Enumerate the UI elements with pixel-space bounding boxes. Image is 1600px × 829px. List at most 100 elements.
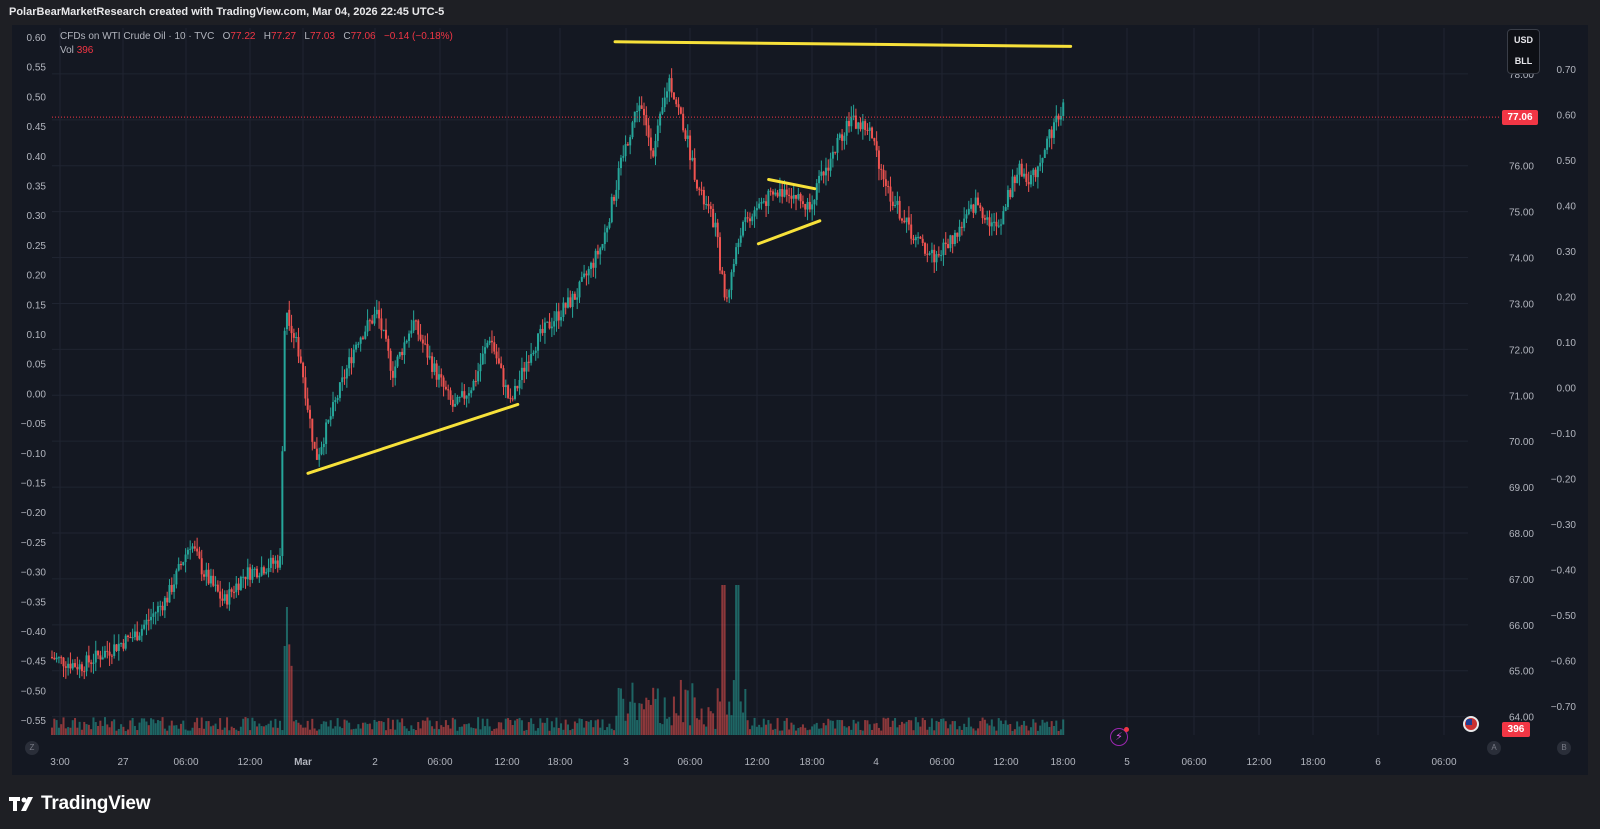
tradingview-logo-icon [9, 797, 33, 811]
volume-bar [437, 729, 440, 735]
candle-body [140, 628, 143, 636]
volume-bar [550, 721, 553, 735]
candle-body [866, 129, 869, 131]
volume-bar [115, 730, 118, 735]
candle-body [83, 671, 86, 673]
volume-bar [435, 721, 438, 735]
candle-body [507, 385, 510, 398]
volume-bar [467, 723, 470, 735]
volume-bar [154, 723, 157, 735]
trendlines [306, 40, 1073, 475]
candle-body [147, 619, 150, 621]
price-chart[interactable]: 0.60 0.55 0.50 0.45 0.40 0.35 0.30 0.25 0.20 0.15… [0, 0, 1600, 777]
price-axis-label: 76.00 [1509, 162, 1534, 173]
volume-bar [944, 721, 947, 735]
volume-bar [675, 713, 678, 735]
volume-bar [778, 730, 781, 735]
candle-body [716, 222, 719, 238]
left-axis-label: 0.05 [27, 360, 47, 371]
unit-button[interactable]: BLL [1514, 56, 1533, 66]
candle-body [71, 663, 74, 669]
volume-bar [758, 724, 761, 735]
candle-body [387, 338, 390, 351]
candle-body [606, 227, 609, 233]
lightning-icon[interactable]: ⚡ [1110, 727, 1129, 746]
volume-bar [272, 727, 275, 735]
volume-bar [186, 730, 189, 735]
candle-body [256, 568, 259, 578]
candle-body [267, 567, 270, 573]
volume-bar [170, 720, 173, 735]
candle-body [944, 242, 947, 245]
candle-body [970, 204, 973, 209]
candle-body [433, 363, 436, 372]
candle-body [106, 650, 109, 652]
volume-bar [603, 730, 606, 735]
candle-body [912, 238, 915, 241]
candle-body [619, 157, 622, 169]
left-axis-label: −0.40 [21, 627, 47, 638]
candle-body [659, 113, 662, 126]
volume-bar [580, 719, 583, 735]
volume-bar [652, 687, 655, 735]
volume-bar [845, 727, 848, 735]
volume-bar [216, 729, 219, 735]
volume-bar [361, 722, 364, 735]
candle-body [274, 560, 277, 564]
right-axis-label: −0.20 [1551, 475, 1577, 486]
volume-bar [306, 720, 309, 735]
candle-body [371, 320, 374, 324]
volume-bar [801, 724, 804, 735]
close-value: 77.06 [350, 31, 376, 42]
volume-bar [329, 720, 332, 735]
currency-button[interactable]: USD [1513, 35, 1533, 45]
us-flag-icon[interactable] [1463, 716, 1479, 732]
volume-bar [613, 730, 616, 735]
candle-body [546, 321, 549, 323]
price-axis-label: 71.00 [1509, 391, 1534, 402]
candle-body [1039, 162, 1042, 167]
volume-bar [928, 726, 931, 735]
volume-bar [143, 718, 146, 735]
volume-bar [472, 728, 475, 735]
candle-body [1000, 224, 1003, 226]
tradingview-logo[interactable]: TradingView [9, 793, 151, 815]
candle-body [988, 217, 991, 227]
candle-body [133, 631, 136, 638]
candle-body [675, 99, 678, 105]
candle-body [585, 273, 588, 276]
auto-zoom-button[interactable]: Z [25, 741, 39, 755]
candle-body [355, 344, 358, 350]
candle-body [926, 253, 929, 255]
volume-bar [133, 725, 136, 735]
candle-body [804, 203, 807, 210]
candle-body [315, 448, 318, 460]
candle-body [163, 597, 166, 611]
volume-bar [541, 722, 544, 735]
volume-bar [129, 720, 132, 735]
time-tick-label: 06:00 [929, 757, 954, 768]
candle-body [97, 650, 100, 656]
volume-bar [937, 721, 940, 735]
unit-selector[interactable]: USD BLL [1507, 29, 1540, 74]
candle-body [325, 422, 328, 444]
volume-bar [246, 718, 249, 735]
candle-body [670, 78, 673, 93]
candle-body [799, 194, 802, 202]
chart-frame[interactable] [12, 25, 1588, 775]
candle-body [523, 367, 526, 372]
candlesticks [51, 68, 1065, 680]
candle-body [1023, 173, 1026, 177]
candle-body [246, 567, 249, 580]
candle-body [1032, 169, 1035, 176]
right-scale-button[interactable]: B [1557, 741, 1571, 755]
candle-body [714, 222, 717, 228]
auto-scale-button[interactable]: A [1487, 741, 1501, 755]
candle-body [461, 391, 464, 397]
volume-bar [947, 728, 950, 735]
candle-body [113, 644, 116, 656]
candle-body [221, 598, 224, 601]
volume-bar [78, 721, 81, 735]
candle-body [161, 605, 164, 611]
candle-body [910, 224, 913, 239]
